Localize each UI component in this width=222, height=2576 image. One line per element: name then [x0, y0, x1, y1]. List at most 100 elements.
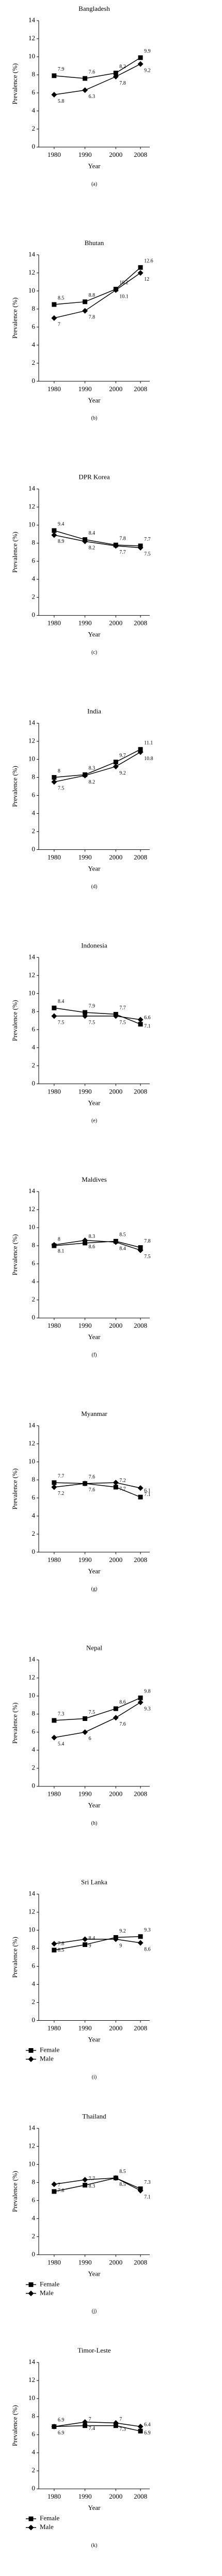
- data-label: 6.3: [89, 94, 96, 100]
- data-point: [51, 92, 57, 98]
- x-tick-label: 1980: [47, 2024, 61, 2032]
- x-tick-label: 1990: [78, 385, 92, 393]
- data-label: 7.5: [58, 1020, 65, 1025]
- data-label: 9.3: [144, 1927, 151, 1933]
- y-tick-label: 8: [32, 1241, 36, 1249]
- y-tick-label: 2: [32, 593, 36, 601]
- data-point: [138, 1494, 143, 1500]
- y-tick-label: 10: [28, 286, 35, 294]
- y-tick-label: 14: [28, 718, 36, 726]
- y-tick-label: 8: [32, 2412, 36, 2420]
- data-label: 9: [89, 1943, 91, 1949]
- chart-title: Bhutan: [85, 239, 104, 247]
- series-line: [54, 1939, 141, 1944]
- data-label: 8: [58, 768, 60, 774]
- data-point: [52, 775, 57, 780]
- data-point: [82, 772, 88, 779]
- data-point: [113, 2175, 119, 2181]
- legend-label: Female: [40, 2280, 59, 2288]
- data-label: 9.9: [144, 49, 151, 54]
- legend-label: Female: [40, 2046, 59, 2054]
- series-line: [54, 751, 141, 782]
- data-label: 7.7: [119, 1486, 126, 1492]
- legend-label: Male: [40, 2523, 54, 2531]
- series-line: [54, 272, 141, 319]
- y-tick-label: 6: [32, 2430, 36, 2438]
- data-point: [82, 1480, 88, 1487]
- y-tick-label: 8: [32, 2178, 36, 2185]
- y-tick-label: 8: [32, 772, 36, 780]
- data-label: 7.2: [119, 1478, 126, 1484]
- caption: (j): [92, 2309, 97, 2314]
- y-tick-label: 10: [28, 2160, 35, 2167]
- y-tick-label: 12: [28, 503, 35, 510]
- legend-marker: [28, 2524, 34, 2531]
- data-point: [113, 2420, 119, 2426]
- y-tick-label: 4: [32, 575, 36, 583]
- data-label: 8.3: [89, 2183, 96, 2189]
- data-label: 7.8: [119, 536, 126, 541]
- y-axis-label: Prevalence (%): [11, 1937, 19, 1978]
- data-label: 7: [58, 322, 60, 328]
- data-label: 7.1: [144, 2194, 151, 2200]
- y-tick-label: 2: [32, 827, 36, 834]
- x-tick-label: 2008: [134, 1790, 147, 1798]
- data-label: 11.1: [144, 740, 153, 746]
- data-point: [51, 1242, 57, 1248]
- data-point: [137, 1940, 144, 1946]
- data-point: [113, 760, 118, 765]
- y-tick-label: 0: [32, 2484, 36, 2492]
- y-tick-label: 12: [28, 1908, 35, 1915]
- data-point: [138, 1022, 143, 1027]
- data-label: 7.5: [144, 1254, 151, 1260]
- x-tick-label: 2000: [109, 1322, 122, 1329]
- data-label: 8.5: [58, 1947, 65, 1953]
- caption: (i): [92, 2074, 97, 2080]
- y-tick-label: 4: [32, 1277, 36, 1285]
- x-axis-label: Year: [88, 1567, 101, 1575]
- data-point: [51, 1013, 57, 1019]
- series-line: [54, 1007, 141, 1025]
- data-point: [82, 2177, 88, 2183]
- caption: (b): [91, 415, 98, 421]
- data-point: [83, 2423, 88, 2428]
- y-tick-label: 6: [32, 323, 36, 330]
- x-tick-label: 2008: [134, 853, 147, 861]
- data-point: [52, 1718, 57, 1723]
- legend-label: Female: [40, 2514, 59, 2522]
- x-tick-label: 1990: [78, 2024, 92, 2032]
- data-label: 7.6: [89, 69, 96, 75]
- y-tick-label: 8: [32, 1944, 36, 1952]
- data-label: 7.4: [89, 2426, 96, 2432]
- data-label: 7: [119, 2417, 122, 2422]
- data-point: [82, 87, 88, 93]
- data-label: 10.1: [119, 294, 129, 299]
- data-point: [51, 532, 57, 538]
- chart-title: Bangladesh: [78, 5, 110, 12]
- y-tick-label: 12: [28, 971, 35, 978]
- x-tick-label: 1990: [78, 1790, 92, 1798]
- series-line: [54, 1936, 141, 1951]
- data-point: [51, 315, 57, 321]
- data-label: 12.6: [144, 259, 153, 264]
- data-label: 10.2: [119, 280, 129, 286]
- data-label: 8.8: [89, 293, 96, 298]
- y-tick-label: 12: [28, 1205, 35, 1213]
- x-axis-label: Year: [88, 1333, 101, 1341]
- y-tick-label: 10: [28, 1692, 35, 1699]
- data-point: [113, 71, 118, 75]
- caption: (e): [91, 1118, 97, 1124]
- y-tick-label: 10: [28, 52, 35, 60]
- x-tick-label: 2008: [134, 1322, 147, 1329]
- y-tick-label: 14: [28, 953, 36, 960]
- data-label: 6: [89, 1736, 91, 1742]
- data-point: [52, 2189, 57, 2194]
- legend-marker: [28, 2290, 34, 2296]
- data-label: 7.7: [89, 2176, 96, 2182]
- data-point: [82, 1237, 88, 1244]
- series-line: [54, 57, 141, 79]
- data-label: 8.3: [89, 766, 96, 771]
- y-tick-label: 4: [32, 341, 36, 348]
- legend-marker: [28, 2516, 34, 2521]
- series-line: [54, 535, 141, 549]
